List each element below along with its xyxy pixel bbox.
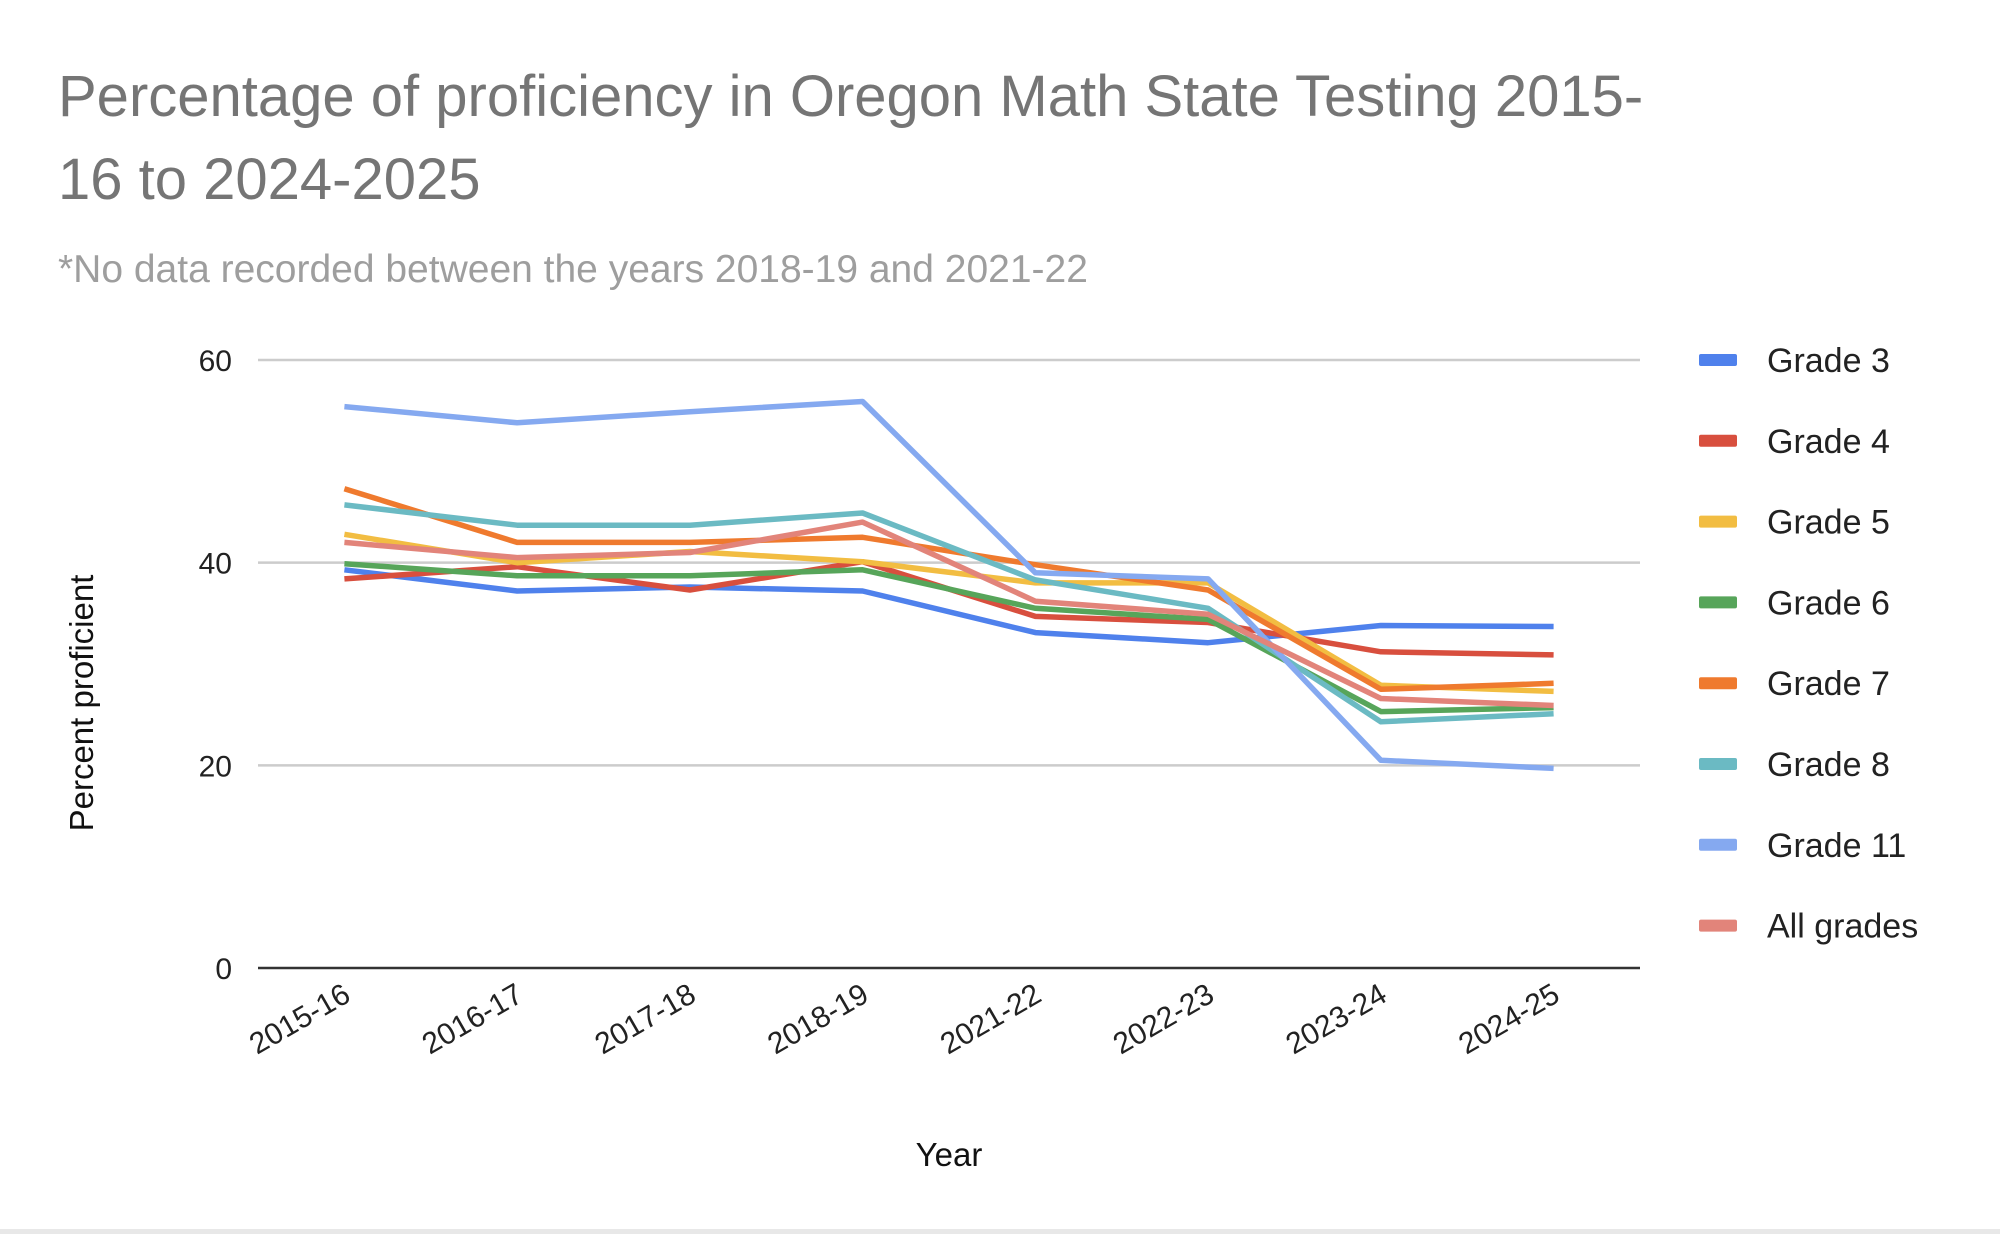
- y-tick-label: 0: [215, 953, 232, 986]
- y-tick-label: 40: [199, 548, 232, 581]
- gridlines: [258, 358, 1640, 970]
- legend-swatch: [1699, 838, 1737, 851]
- x-tick-label: 2017-18: [590, 977, 702, 1061]
- legend-swatch: [1699, 434, 1737, 447]
- series-lines: [343, 398, 1554, 772]
- series-line-grade-8: [344, 502, 1554, 725]
- legend-label: Grade 7: [1767, 665, 1890, 703]
- legend-label: All grades: [1767, 908, 1918, 946]
- x-tick-label: 2015-16: [244, 977, 356, 1061]
- chart-title-line-1: Percentage of proficiency in Oregon Math…: [58, 64, 1643, 129]
- series-line-grade-11: [344, 398, 1554, 772]
- legend-label: Grade 5: [1767, 504, 1890, 542]
- legend-swatch: [1699, 596, 1737, 609]
- legend-swatch: [1699, 515, 1737, 528]
- series-line-grade-6: [344, 560, 1554, 715]
- legend-swatch: [1699, 758, 1737, 770]
- chart-subtitle: *No data recorded between the years 2018…: [58, 248, 1088, 291]
- legend-label: Grade 6: [1767, 584, 1890, 622]
- y-axis-label: Percent proficient: [63, 575, 100, 832]
- x-tick-label: 2022-23: [1108, 977, 1220, 1061]
- legend: Grade 3 Grade 4 Grade 5 Grade 6 Grade 7 Grade…: [1699, 342, 1918, 946]
- series-line-all-grades: [344, 519, 1554, 709]
- series-line-grade-5: [343, 531, 1554, 695]
- legend-label: Grade 8: [1767, 746, 1890, 784]
- y-axis-ticks: 0 20 40 60: [199, 345, 232, 986]
- x-tick-label: 2021-22: [935, 977, 1047, 1061]
- bottom-border: [0, 1229, 2000, 1234]
- x-axis-ticks: 2015-16 2016-17 2017-18 2018-19 2021-22 2022-…: [244, 977, 1565, 1061]
- x-tick-label: 2023-24: [1281, 977, 1393, 1061]
- x-tick-label: 2016-17: [417, 977, 529, 1061]
- series-line-grade-3: [344, 567, 1554, 646]
- x-axis-label: Year: [916, 1136, 983, 1173]
- y-tick-label: 20: [199, 750, 232, 783]
- legend-label: Grade 4: [1767, 423, 1890, 461]
- legend-label: Grade 11: [1767, 827, 1906, 865]
- y-tick-label: 60: [199, 345, 232, 378]
- legend-label: Grade 3: [1767, 342, 1890, 380]
- legend-swatch: [1699, 677, 1737, 690]
- chart-title-line-2: 16 to 2024-2025: [58, 147, 480, 212]
- legend-swatch: [1699, 919, 1737, 932]
- x-tick-label: 2024-25: [1453, 977, 1565, 1061]
- legend-swatch: [1699, 354, 1737, 366]
- x-tick-label: 2018-19: [762, 977, 874, 1061]
- series-line-grade-7: [343, 486, 1554, 693]
